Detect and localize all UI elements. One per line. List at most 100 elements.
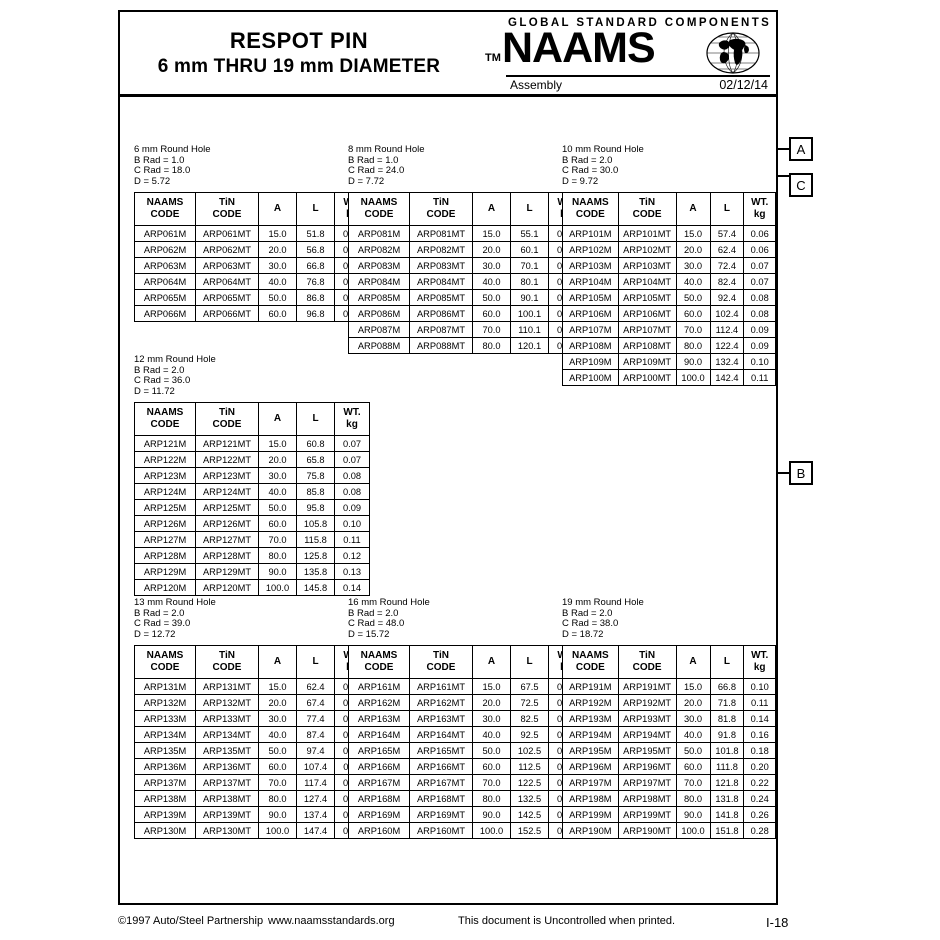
cell-l: 100.1 [510, 305, 549, 323]
cell-tin-code: ARP106MT [617, 305, 677, 323]
cell-a: 40.0 [675, 273, 711, 291]
revision-marker-c[interactable]: C [789, 173, 813, 197]
cell-weight: 0.22 [743, 774, 776, 792]
group-caption: 10 mm Round Hole B Rad = 2.0 C Rad = 30.… [562, 144, 644, 187]
cell-weight: 0.14 [334, 579, 370, 597]
cell-a: 80.0 [472, 790, 511, 808]
sheet-title: RESPOT PIN 6 mm THRU 19 mm DIAMETER [120, 12, 478, 94]
table-row: ARP104M ARP104MT 40.0 82.4 0.07 [562, 273, 776, 291]
cell-weight: 0.08 [743, 289, 776, 307]
cell-a: 90.0 [675, 806, 711, 824]
cell-tin-code: ARP127MT [195, 531, 259, 549]
column-header-naams-code: NAAMS CODE [562, 645, 619, 680]
brand-divider [506, 75, 770, 77]
cell-tin-code: ARP101MT [617, 225, 677, 243]
table-group-19mm: 19 mm Round Hole B Rad = 2.0 C Rad = 38.… [562, 597, 776, 840]
cell-naams-code: ARP086M [348, 305, 410, 323]
cell-l: 132.5 [510, 790, 549, 808]
cell-naams-code: ARP197M [562, 774, 619, 792]
cell-a: 70.0 [472, 774, 511, 792]
footer-url[interactable]: www.naamsstandards.org [268, 915, 395, 927]
cell-l: 92.4 [709, 289, 745, 307]
cell-a: 70.0 [258, 531, 297, 549]
brand-name: NAAMS [502, 24, 656, 72]
cell-a: 20.0 [472, 694, 511, 712]
cell-weight: 0.10 [743, 353, 776, 371]
trademark-mark: TM [485, 52, 501, 64]
naams-brand-block: GLOBAL STANDARD COMPONENTS TM NAAMS [480, 12, 776, 94]
revision-marker-b[interactable]: B [789, 461, 813, 485]
cell-naams-code: ARP108M [562, 337, 619, 355]
revision-marker-a[interactable]: A [789, 137, 813, 161]
cell-a: 90.0 [472, 806, 511, 824]
cell-a: 15.0 [472, 678, 511, 696]
cell-tin-code: ARP083MT [409, 257, 473, 275]
cell-tin-code: ARP123MT [195, 467, 259, 485]
table-row: ARP192M ARP192MT 20.0 71.8 0.11 [562, 694, 776, 712]
cell-a: 15.0 [675, 225, 711, 243]
cell-a: 15.0 [258, 225, 297, 243]
column-header-naams-code: NAAMS CODE [134, 645, 196, 680]
cell-l: 117.4 [296, 774, 335, 792]
cell-a: 100.0 [675, 822, 711, 840]
cell-naams-code: ARP120M [134, 579, 196, 597]
cell-weight: 0.11 [743, 694, 776, 712]
cell-l: 122.4 [709, 337, 745, 355]
table-row: ARP195M ARP195MT 50.0 101.8 0.18 [562, 742, 776, 760]
cell-weight: 0.07 [743, 273, 776, 291]
cell-a: 40.0 [675, 726, 711, 744]
cell-l: 62.4 [709, 241, 745, 259]
cell-a: 20.0 [258, 451, 297, 469]
column-header-naams-code: NAAMS CODE [562, 192, 619, 227]
cell-a: 50.0 [675, 742, 711, 760]
cell-l: 72.5 [510, 694, 549, 712]
group-caption: 12 mm Round Hole B Rad = 2.0 C Rad = 36.… [134, 354, 216, 397]
cell-tin-code: ARP198MT [617, 790, 677, 808]
table-row: ARP100M ARP100MT 100.0 142.4 0.11 [562, 369, 776, 387]
cell-a: 50.0 [258, 742, 297, 760]
table-row: ARP122M ARP122MT 20.0 65.8 0.07 [134, 451, 370, 469]
cell-l: 85.8 [296, 483, 335, 501]
table-group-6mm: 6 mm Round Hole B Rad = 1.0 C Rad = 18.0… [134, 144, 370, 323]
cell-a: 30.0 [675, 710, 711, 728]
cell-a: 60.0 [472, 305, 511, 323]
cell-weight: 0.24 [743, 790, 776, 808]
cell-naams-code: ARP191M [562, 678, 619, 696]
cell-tin-code: ARP102MT [617, 241, 677, 259]
cell-l: 80.1 [510, 273, 549, 291]
cell-l: 66.8 [296, 257, 335, 275]
cell-tin-code: ARP064MT [195, 273, 259, 291]
cell-weight: 0.18 [743, 742, 776, 760]
table-row: ARP199M ARP199MT 90.0 141.8 0.26 [562, 806, 776, 824]
cell-tin-code: ARP161MT [409, 678, 473, 696]
cell-tin-code: ARP195MT [617, 742, 677, 760]
cell-tin-code: ARP196MT [617, 758, 677, 776]
cell-naams-code: ARP139M [134, 806, 196, 824]
cell-l: 142.4 [709, 369, 745, 387]
cell-tin-code: ARP128MT [195, 547, 259, 565]
cell-naams-code: ARP105M [562, 289, 619, 307]
column-header-a: A [472, 192, 511, 227]
cell-l: 57.4 [709, 225, 745, 243]
cell-naams-code: ARP066M [134, 305, 196, 323]
table-group-12mm: 12 mm Round Hole B Rad = 2.0 C Rad = 36.… [134, 354, 370, 597]
cell-a: 80.0 [675, 337, 711, 355]
brand-tagline: GLOBAL STANDARD COMPONENTS [508, 17, 772, 29]
cell-naams-code: ARP162M [348, 694, 410, 712]
cell-l: 92.5 [510, 726, 549, 744]
column-header-weight: WT.kg [743, 192, 776, 227]
cell-a: 90.0 [675, 353, 711, 371]
cell-tin-code: ARP199MT [617, 806, 677, 824]
cell-a: 40.0 [258, 483, 297, 501]
cell-tin-code: ARP162MT [409, 694, 473, 712]
cell-tin-code: ARP100MT [617, 369, 677, 387]
table-group-13mm: 13 mm Round Hole B Rad = 2.0 C Rad = 39.… [134, 597, 370, 840]
